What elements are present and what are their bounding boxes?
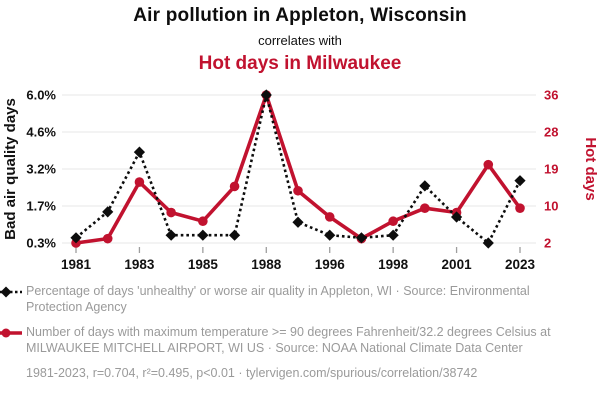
svg-text:2: 2 bbox=[544, 236, 551, 251]
red-circle-solid-line-icon bbox=[0, 328, 22, 338]
svg-text:2001: 2001 bbox=[442, 257, 473, 272]
footer-stats: 1981-2023, r=0.704, r²=0.495, p<0.01 · t… bbox=[26, 366, 478, 380]
legend-label-hot-days: Number of days with maximum temperature … bbox=[26, 325, 551, 355]
svg-text:3.2%: 3.2% bbox=[26, 162, 56, 177]
svg-text:1996: 1996 bbox=[315, 257, 346, 272]
chart-subtitle: correlates with bbox=[258, 33, 342, 48]
svg-text:Bad air quality days: Bad air quality days bbox=[2, 98, 19, 240]
svg-text:1981: 1981 bbox=[61, 257, 92, 272]
svg-text:28: 28 bbox=[544, 125, 558, 140]
svg-text:19: 19 bbox=[544, 162, 558, 177]
black-diamond-dotted-line-icon bbox=[0, 286, 22, 298]
svg-text:1983: 1983 bbox=[124, 257, 155, 272]
legend-item-air-quality: Percentage of days 'unhealthy' or worse … bbox=[0, 284, 596, 315]
legend-item-hot-days: Number of days with maximum temperature … bbox=[0, 325, 596, 356]
dual-axis-line-chart: 6.0% 36 4.6% 28 3.2% 19 1.7% 10 0.3% 2 1981 1983 198… bbox=[2, 88, 599, 273]
svg-text:1985: 1985 bbox=[188, 257, 219, 272]
chart-title-secondary: Hot days in Milwaukee bbox=[198, 53, 402, 74]
svg-text:0.3%: 0.3% bbox=[26, 236, 56, 251]
svg-text:4.6%: 4.6% bbox=[26, 125, 56, 140]
chart-title: Air pollution in Appleton, Wisconsin bbox=[133, 5, 467, 26]
svg-text:10: 10 bbox=[544, 199, 558, 214]
svg-text:1988: 1988 bbox=[251, 257, 282, 272]
svg-text:6.0%: 6.0% bbox=[26, 88, 56, 103]
chart-header: Air pollution in Appleton, Wisconsin cor… bbox=[0, 5, 600, 75]
svg-text:Hot days: Hot days bbox=[582, 137, 599, 200]
legend-label-air-quality: Percentage of days 'unhealthy' or worse … bbox=[26, 284, 530, 314]
svg-text:1998: 1998 bbox=[378, 257, 409, 272]
legend-and-footer: Percentage of days 'unhealthy' or worse … bbox=[0, 284, 596, 380]
svg-text:2023: 2023 bbox=[505, 257, 536, 272]
svg-text:1.7%: 1.7% bbox=[26, 199, 56, 214]
svg-text:36: 36 bbox=[544, 88, 558, 103]
